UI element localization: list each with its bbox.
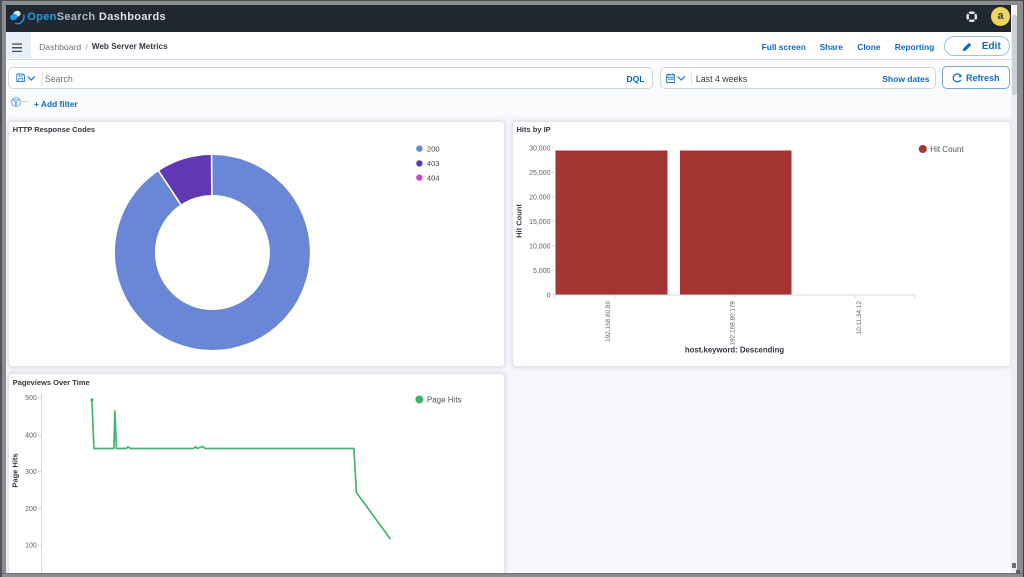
svg-text:30,000: 30,000: [529, 145, 551, 152]
svg-text:100: 100: [25, 542, 37, 549]
svg-text:200: 200: [25, 505, 37, 512]
svg-text:Page Hits: Page Hits: [10, 453, 19, 487]
svg-text:20,000: 20,000: [529, 194, 551, 201]
svg-text:10.11.34.12: 10.11.34.12: [856, 300, 863, 334]
svg-text:404: 404: [426, 173, 439, 182]
svg-text:Hits by IP: Hits by IP: [517, 125, 551, 134]
svg-text:400: 400: [25, 432, 37, 439]
svg-text:HTTP Response Codes: HTTP Response Codes: [12, 125, 94, 134]
svg-text:10,000: 10,000: [529, 243, 551, 250]
svg-text:200: 200: [426, 144, 439, 153]
svg-text:Hit Count: Hit Count: [930, 144, 964, 153]
svg-text:5,000: 5,000: [533, 267, 551, 274]
svg-text:Pageviews Over Time: Pageviews Over Time: [12, 378, 89, 387]
svg-text:403: 403: [426, 159, 439, 168]
svg-text:Hit Count: Hit Count: [515, 203, 524, 237]
svg-text:0: 0: [547, 292, 551, 299]
svg-text:host.keyword: Descending: host.keyword: Descending: [685, 345, 784, 354]
svg-text:500: 500: [25, 395, 37, 402]
svg-text:25,000: 25,000: [529, 170, 551, 177]
svg-text:Page Hits: Page Hits: [426, 395, 461, 404]
svg-text:192.168.80.80: 192.168.80.80: [605, 300, 612, 341]
svg-text:15,000: 15,000: [529, 219, 551, 226]
svg-text:300: 300: [25, 469, 37, 476]
svg-text:192.168.80.179: 192.168.80.179: [730, 300, 737, 345]
